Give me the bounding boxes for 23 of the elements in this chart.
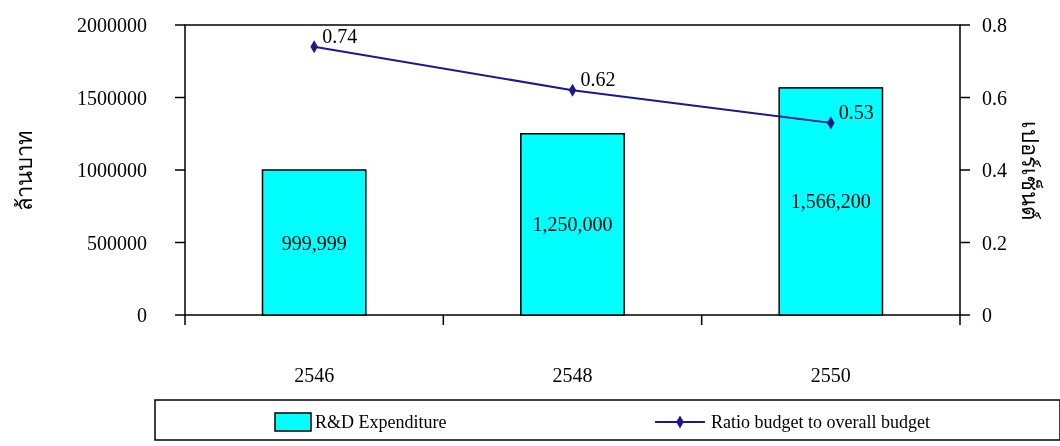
data-label: 0.74: [322, 24, 358, 47]
y-tick-label: 500000: [87, 231, 147, 254]
y2-axis-title: เปอร์เซ็นต์: [1017, 120, 1044, 220]
y-tick-label: 2000000: [77, 14, 147, 36]
y2-tick-label: 0.2: [982, 231, 1007, 254]
y2-tick-label: 0.6: [982, 86, 1007, 109]
y2-tick-label: 0.8: [982, 14, 1007, 36]
y2-tick-label: 0: [982, 304, 992, 326]
y-tick-label: 1500000: [77, 86, 147, 109]
data-label: 1,250,000: [532, 213, 613, 236]
legend-label: Ratio budget to overall budget: [711, 412, 930, 432]
data-label: 0.62: [580, 68, 616, 91]
x-tick-label: 2550: [810, 364, 851, 386]
x-tick-label: 2548: [552, 364, 593, 386]
data-label: 0.53: [838, 100, 874, 123]
y-tick-label: 1000000: [77, 159, 147, 181]
legend-label: R&D Expenditure: [315, 412, 447, 432]
x-tick-label: 2546: [294, 364, 335, 386]
y-axis-title: ล้านบาท: [12, 129, 37, 211]
y-tick-label: 0: [137, 304, 147, 326]
y2-tick-label: 0.4: [982, 159, 1007, 181]
data-label: 999,999: [281, 231, 347, 254]
data-label: 1,566,200: [790, 190, 871, 213]
